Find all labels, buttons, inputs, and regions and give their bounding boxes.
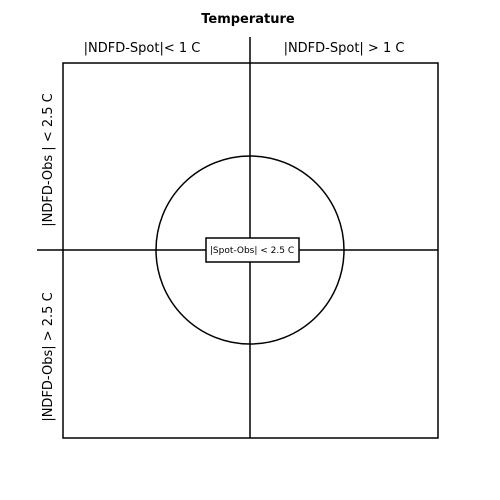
top-right-label: |NDFD-Spot| > 1 C [284, 41, 405, 56]
diagram-title: Temperature [201, 12, 295, 27]
top-left-label: |NDFD-Spot|< 1 C [84, 41, 201, 56]
left-top-label: |NDFD-Obs | < 2.5 C [41, 93, 56, 226]
center-label-box [205, 237, 300, 263]
left-bottom-label: |NDFD-Obs| > 2.5 C [41, 292, 56, 421]
center-circle [155, 155, 345, 345]
center-label: |Spot-Obs| < 2.5 C [210, 246, 294, 256]
